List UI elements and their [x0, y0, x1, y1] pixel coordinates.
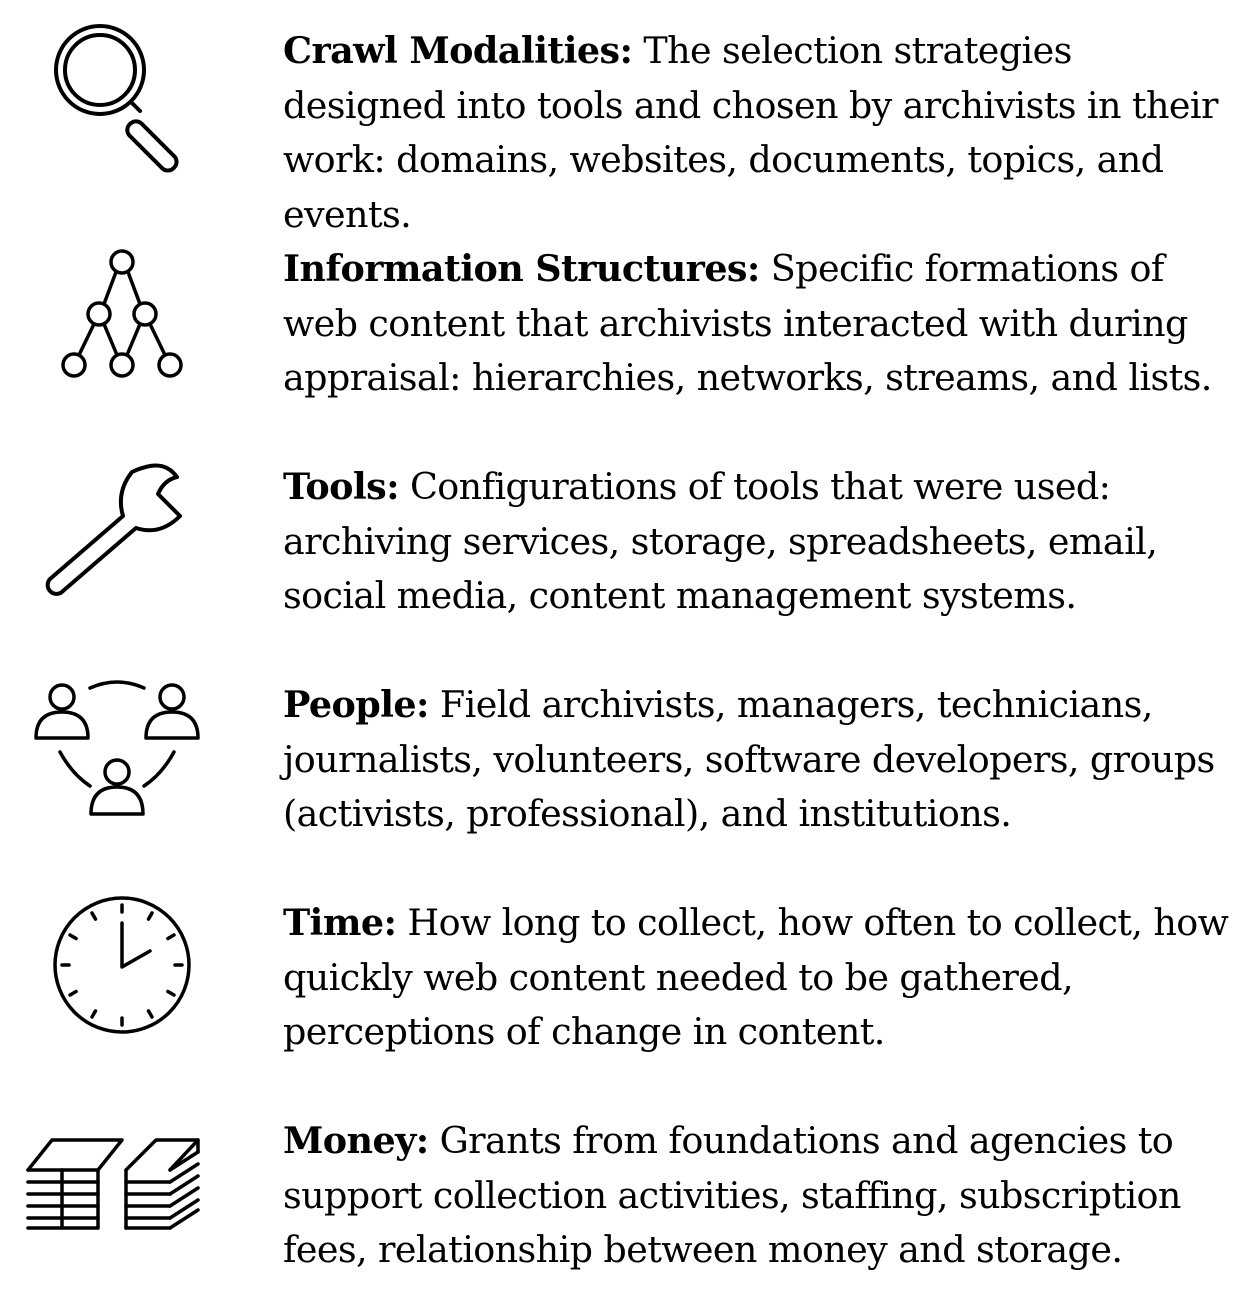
item-text: Tools: Configurations of tools that were…: [283, 460, 1233, 624]
item-text: Information Structures: Specific formati…: [283, 242, 1233, 406]
item-text: Time: How long to collect, how often to …: [283, 896, 1233, 1060]
item-text: Crawl Modalities: The selection strategi…: [283, 24, 1233, 242]
money-stack-icon: [20, 1100, 220, 1270]
people-group-icon: [20, 664, 220, 834]
item-time: Time: How long to collect, how often to …: [0, 882, 1248, 1082]
item-crawl-modalities: Crawl Modalities: The selection strategi…: [0, 10, 1248, 236]
item-description: The selection strategies designed into t…: [283, 29, 1218, 236]
item-label: Information Structures:: [283, 247, 760, 290]
item-label: Time:: [283, 901, 397, 944]
item-label: People:: [283, 683, 430, 726]
item-text: Money: Grants from foundations and agenc…: [283, 1114, 1233, 1278]
item-people: People: Field archivists, managers, tech…: [0, 664, 1248, 864]
item-information-structures: Information Structures: Specific formati…: [0, 228, 1248, 428]
item-money: Money: Grants from foundations and agenc…: [0, 1100, 1248, 1300]
magnifying-glass-icon: [20, 10, 220, 180]
clock-icon: [20, 882, 220, 1052]
item-tools: Tools: Configurations of tools that were…: [0, 446, 1248, 646]
item-description: Field archivists, managers, technicians,…: [283, 683, 1215, 835]
item-description: Configurations of tools that were used: …: [283, 465, 1158, 617]
item-label: Crawl Modalities:: [283, 29, 633, 72]
item-text: People: Field archivists, managers, tech…: [283, 678, 1233, 842]
item-label: Money:: [283, 1119, 429, 1162]
item-label: Tools:: [283, 465, 400, 508]
wrench-icon: [20, 446, 220, 616]
hierarchy-tree-icon: [20, 228, 220, 398]
item-description: Grants from foundations and agencies to …: [283, 1119, 1181, 1271]
item-description: How long to collect, how often to collec…: [283, 901, 1229, 1053]
item-description: Specific formations of web content that …: [283, 247, 1212, 399]
